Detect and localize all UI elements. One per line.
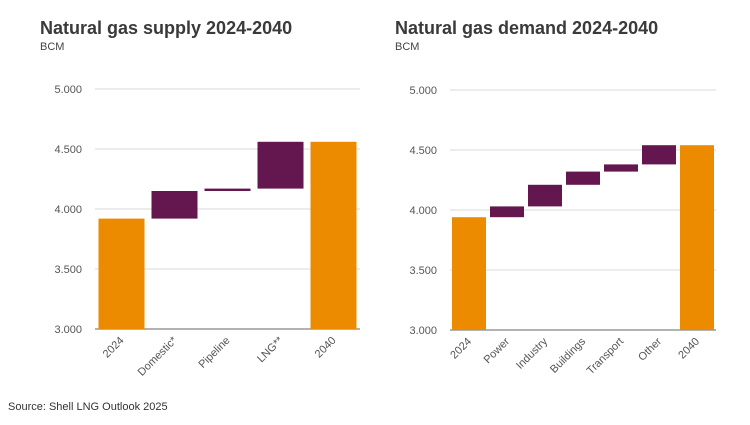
demand-bar-2024 [452,217,486,330]
demand-bar-transport [604,164,638,172]
supply-xtick-label: LNG** [255,334,286,365]
supply-bar-2024 [98,218,145,329]
demand-xtick-label: 2024 [448,336,474,362]
demand-xtick-label: Transport [585,336,626,377]
supply-xtick-label: Pipeline [196,335,232,371]
demand-ytick-label: 3.500 [409,265,437,277]
demand-xtick-label: Power [482,335,513,366]
supply-ytick-label: 3.500 [54,264,82,276]
supply-ytick-label: 3.000 [54,324,82,336]
demand-bar-other [642,145,676,165]
source-note: Source: Shell LNG Outlook 2025 [8,401,168,413]
demand-ytick-label: 4.500 [409,145,437,157]
demand-xtick-label: Other [636,335,664,363]
demand-ytick-label: 3.000 [409,325,437,337]
supply-bar-lng [257,141,304,189]
demand-bar-power [490,206,524,218]
demand-bar-2040 [680,145,714,330]
demand-ytick-label: 4.000 [409,205,437,217]
supply-bar-2040 [310,141,357,329]
supply-xtick-label: Domestic* [136,334,180,378]
supply-ytick-label: 4.000 [54,204,82,216]
demand-bar-industry [528,184,562,207]
demand-bar-buildings [566,171,600,185]
demand-ytick-label: 5.000 [409,85,437,97]
supply-chart-title: Natural gas supply 2024-2040 [40,18,292,38]
supply-chart: Natural gas supply 2024-2040 BCM 3.000 3.… [40,18,360,379]
supply-bar-domestic [151,191,198,219]
demand-chart: Natural gas demand 2024-2040 BCM 3.000 3.… [395,18,716,377]
supply-chart-unit-label: BCM [40,41,64,53]
demand-xtick-label: Industry [514,335,551,372]
supply-ytick-label: 4.500 [54,144,82,156]
supply-xtick-label: 2040 [313,335,339,361]
demand-chart-unit-label: BCM [395,41,419,53]
supply-ytick-label: 5.000 [54,84,82,96]
demand-xtick-label: Buildings [548,335,588,375]
demand-chart-title: Natural gas demand 2024-2040 [395,18,658,38]
supply-bar-pipeline [204,188,251,191]
demand-xtick-label: 2040 [676,336,702,362]
supply-xtick-label: 2024 [101,335,127,361]
